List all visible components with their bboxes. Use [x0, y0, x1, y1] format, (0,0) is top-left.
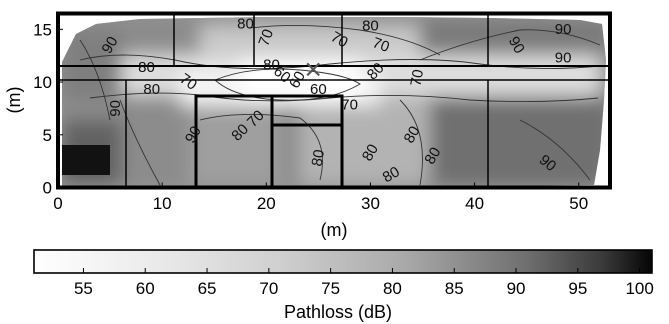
y-axis-label: (m)	[4, 87, 24, 114]
contour-label: 80	[143, 81, 160, 98]
colorbar-tick-label: 75	[321, 279, 340, 298]
colorbar-tick-label: 85	[445, 279, 464, 298]
y-axis-ticks: 0 5 10 15	[33, 20, 63, 198]
y-tick-label: 10	[33, 73, 52, 92]
y-tick-label: 0	[43, 179, 52, 198]
transmitter-marker	[306, 62, 320, 77]
x-tick-label: 30	[361, 194, 380, 213]
contour-label: 80	[309, 148, 329, 167]
floor-plan-walls	[58, 14, 610, 189]
contour-label: 80	[401, 123, 424, 146]
colorbar-tick-label: 65	[198, 279, 217, 298]
contour-label: 90	[107, 100, 124, 117]
contour-label: 80	[359, 141, 382, 164]
contour-label: 70	[176, 70, 199, 93]
x-tick-label: 0	[53, 194, 62, 213]
contour-label: 80	[138, 59, 155, 76]
colorbar	[33, 249, 653, 274]
y-tick-label: 5	[43, 126, 52, 145]
marker-stroke	[306, 62, 320, 77]
x-tick-label: 20	[257, 194, 276, 213]
colorbar-tick-label: 95	[568, 279, 587, 298]
contour-label: 90	[555, 49, 572, 66]
contour-label: 80	[380, 163, 403, 186]
contour-label: 70	[408, 68, 428, 87]
x-tick-label: 40	[465, 194, 484, 213]
contour-label: 60	[286, 68, 309, 91]
contour-lines	[79, 24, 601, 186]
colorbar-tick-label: 100	[625, 279, 653, 298]
colorbar-tick-label: 60	[136, 279, 155, 298]
colorbar-tick-label: 70	[259, 279, 278, 298]
contour-label: 80	[263, 57, 280, 74]
contour-label: 70	[370, 34, 391, 56]
pathloss-map	[62, 17, 606, 186]
colorbar-ticks: 55 60 65 70 75 80 85 90 95 100	[74, 268, 654, 298]
x-axis-ticks: 0 10 20 30 40 50	[53, 182, 588, 213]
colorbar-tick-label: 90	[507, 279, 526, 298]
colorbar-label: Pathloss (dB)	[284, 302, 392, 322]
contour-label: 70	[341, 97, 358, 114]
contour-label: 60	[310, 81, 327, 98]
y-tick-label: 15	[33, 20, 52, 39]
contour-label: 80	[237, 16, 254, 33]
contour-label: 90	[555, 21, 572, 38]
colorbar-tick-label: 80	[383, 279, 402, 298]
x-axis-label: (m)	[321, 220, 348, 240]
contour-label: 90	[182, 123, 205, 146]
x-tick-label: 50	[569, 194, 588, 213]
x-tick-label: 10	[153, 194, 172, 213]
colorbar-tick-label: 55	[74, 279, 93, 298]
contour-label: 90	[99, 34, 122, 57]
contour-label: 70	[328, 28, 351, 51]
contour-label: 80	[421, 144, 444, 167]
contour-label: 90	[505, 34, 528, 57]
contour-label: 70	[255, 27, 277, 48]
contour-label: 80	[362, 18, 379, 35]
